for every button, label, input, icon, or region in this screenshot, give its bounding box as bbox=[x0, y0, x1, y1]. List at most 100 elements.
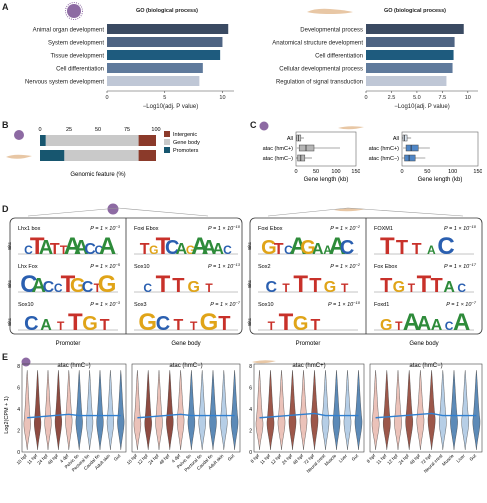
motif-name: Sox10 bbox=[258, 302, 274, 308]
go-bar bbox=[107, 63, 203, 73]
logo-letter: T bbox=[68, 309, 83, 336]
go-term-label: Anatomical structure development bbox=[272, 41, 363, 47]
violin bbox=[288, 370, 297, 450]
trend-line bbox=[375, 412, 477, 419]
violin bbox=[209, 370, 217, 450]
motif-name: Sox10 bbox=[18, 302, 34, 308]
go-chart-left: Animal organ development System developme… bbox=[4, 22, 240, 117]
e-x-tick-label: Muscle bbox=[324, 453, 338, 467]
e-panel-title: atac (hmC−) bbox=[169, 363, 202, 369]
logo-letter: A bbox=[290, 233, 307, 260]
logo-letter: T bbox=[205, 281, 213, 295]
go-term-label: Regulation of signal transduction bbox=[276, 80, 363, 86]
violin bbox=[450, 370, 458, 450]
e-x-tick-label: Gut bbox=[113, 453, 122, 462]
violin bbox=[96, 370, 104, 450]
go-bar bbox=[366, 24, 464, 34]
violin bbox=[405, 370, 413, 450]
e-frame bbox=[131, 363, 241, 453]
c-box bbox=[404, 154, 416, 162]
e-x-tick-label: Gut bbox=[351, 453, 360, 462]
motif-name: Foxi Ebox bbox=[134, 226, 159, 232]
logo-letter: A bbox=[453, 309, 470, 336]
panel-label-d: D bbox=[2, 204, 9, 214]
logo-letter: C bbox=[445, 319, 454, 333]
embryo-icon-b bbox=[14, 130, 24, 140]
motif-pvalue: P = 1 × 10−10 bbox=[444, 224, 477, 232]
logo-letter: A bbox=[212, 241, 224, 258]
e-x-tick-label: Liver bbox=[455, 453, 466, 464]
logo-letter: T bbox=[30, 233, 45, 260]
logo-letter: C bbox=[165, 237, 179, 259]
logo-letter: G bbox=[324, 279, 336, 296]
e-x-tick-label: 24 hpf bbox=[281, 453, 294, 466]
e-frame bbox=[253, 363, 365, 453]
logo-letter: T bbox=[395, 319, 403, 333]
go-term-label: Tissue development bbox=[51, 54, 105, 60]
violin bbox=[371, 370, 380, 450]
logo-letter: T bbox=[396, 237, 408, 259]
go-term-label: Nervous system development bbox=[25, 80, 104, 86]
e-x-tick-label: Gut bbox=[468, 453, 477, 462]
e-y-tick: 4 bbox=[249, 407, 252, 413]
motif-pvalue: P = 1 × 10−10 bbox=[328, 300, 361, 308]
x-tick-label: 7.5 bbox=[439, 95, 447, 101]
go-bar bbox=[366, 63, 453, 73]
e-y-tick: 2 bbox=[17, 429, 20, 435]
e-x-tick-label: 48 hpf bbox=[158, 453, 171, 466]
violin bbox=[106, 370, 114, 450]
logo-letter: T bbox=[156, 271, 171, 298]
x-tick-label: 10 bbox=[465, 95, 471, 101]
logo-letter: T bbox=[140, 241, 150, 258]
violin bbox=[187, 370, 196, 450]
motif-name: Foxd1 bbox=[374, 302, 389, 308]
logo-letter: A bbox=[191, 233, 208, 260]
violin bbox=[354, 370, 363, 450]
logo-letter: G bbox=[380, 317, 392, 334]
violin bbox=[416, 370, 425, 450]
logo-letter: C bbox=[266, 279, 278, 296]
violin bbox=[220, 370, 228, 450]
x-axis-label: −Log10(adj. P value) bbox=[143, 104, 198, 110]
violin bbox=[133, 370, 142, 450]
e-x-tick-label: 12 hpf bbox=[386, 453, 399, 466]
violin bbox=[343, 370, 352, 450]
logo-letter: G bbox=[261, 237, 277, 259]
x-tick-label: 0 bbox=[105, 95, 108, 101]
motif-group-caption: Promoter bbox=[296, 341, 321, 347]
e-x-tick-label: 24 hpf bbox=[398, 453, 411, 466]
violin bbox=[439, 370, 447, 450]
logo-letter: A bbox=[427, 243, 436, 257]
motif-pvalue: P = 1 × 10−3 bbox=[90, 224, 121, 232]
gene-length-boxplot-right: All atac (hmC+) atac (hmC−) 0 50 100 150 Gene l… bbox=[362, 130, 483, 190]
x-tick-label: 5.0 bbox=[413, 95, 421, 101]
e-x-tick-label: Muscle bbox=[441, 453, 455, 467]
violin bbox=[75, 370, 83, 450]
violin bbox=[34, 370, 42, 450]
violin bbox=[166, 370, 174, 450]
motif-pvalue: P = 1 × 10−5 bbox=[90, 262, 121, 270]
trend-line bbox=[27, 413, 121, 419]
e-x-tick-label: Liver bbox=[338, 453, 349, 464]
lamprey-embryo-icon bbox=[65, 2, 83, 20]
motif-name: Lhx1 box bbox=[18, 226, 41, 232]
violin bbox=[54, 370, 62, 450]
logo-letter: C bbox=[284, 243, 293, 257]
c-row-label: atac (hmC+) bbox=[263, 146, 294, 152]
motif-group-caption: Promoter bbox=[56, 341, 81, 347]
logo-letter: T bbox=[380, 275, 392, 297]
chart-svg: Log2(CPM + 1) atac (hmC−) 8 6 4 2 0 10 hpf 11 hp… bbox=[4, 363, 483, 474]
go-bar bbox=[107, 76, 200, 86]
logo-ylabel: Bits bbox=[7, 242, 12, 250]
e-y-tick: 2 bbox=[249, 429, 252, 435]
logo-letter: T bbox=[309, 275, 321, 297]
logo-letter: T bbox=[60, 243, 68, 257]
larva-icon-b bbox=[6, 154, 32, 159]
chart-svg: Animal organ development System developme… bbox=[25, 24, 234, 110]
e-x-tick-label: 48 hpf bbox=[292, 453, 305, 466]
motif-pvalue-exp: −2 bbox=[355, 262, 360, 267]
b-bar-intergenic bbox=[138, 150, 156, 161]
chart-svg: Developmental process Anatomical structur… bbox=[272, 24, 478, 110]
e-x-tick-label: 8 hpf bbox=[366, 453, 377, 464]
